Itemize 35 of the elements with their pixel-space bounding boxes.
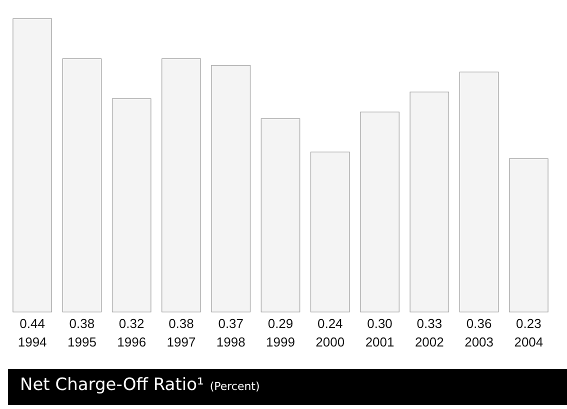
data-label: 0.37: [218, 316, 244, 331]
x-tick-label: 1998: [216, 334, 246, 350]
x-tick-label: 1997: [166, 334, 196, 350]
data-label: 0.38: [168, 316, 194, 331]
data-label: 0.38: [69, 316, 95, 331]
bar: [62, 58, 102, 312]
data-label: 0.30: [367, 316, 392, 331]
data-label: 0.44: [20, 316, 45, 331]
data-label: 0.33: [416, 316, 442, 331]
text: (Percent): [210, 380, 260, 393]
x-tick-label: 1999: [266, 334, 295, 350]
bar: [12, 18, 52, 312]
data-label: 0.29: [268, 316, 294, 331]
x-tick-label: 2002: [414, 334, 444, 350]
x-tick-label: 2003: [464, 334, 494, 350]
bar: [509, 158, 548, 312]
x-tick-label: 1994: [18, 334, 47, 350]
x-tick-label: 2004: [514, 334, 544, 350]
text: Net Charge-Off Ratio¹: [20, 375, 204, 395]
x-tick-label: 1995: [67, 334, 96, 350]
x-tick-label: 2001: [365, 334, 394, 350]
data-label: 0.32: [118, 316, 144, 331]
bar: [310, 152, 350, 312]
bar: [112, 98, 152, 312]
bar: [260, 118, 300, 312]
data-label: 0.24: [317, 316, 343, 331]
data-label: 0.23: [516, 316, 542, 331]
bar: [211, 65, 251, 312]
bar: [459, 72, 499, 312]
bar: [162, 58, 201, 312]
data-label: 0.36: [466, 316, 492, 331]
x-tick-label: 2000: [316, 334, 345, 350]
bar: [410, 92, 450, 312]
x-tick-label: 1996: [117, 334, 146, 350]
bar: [360, 112, 400, 312]
